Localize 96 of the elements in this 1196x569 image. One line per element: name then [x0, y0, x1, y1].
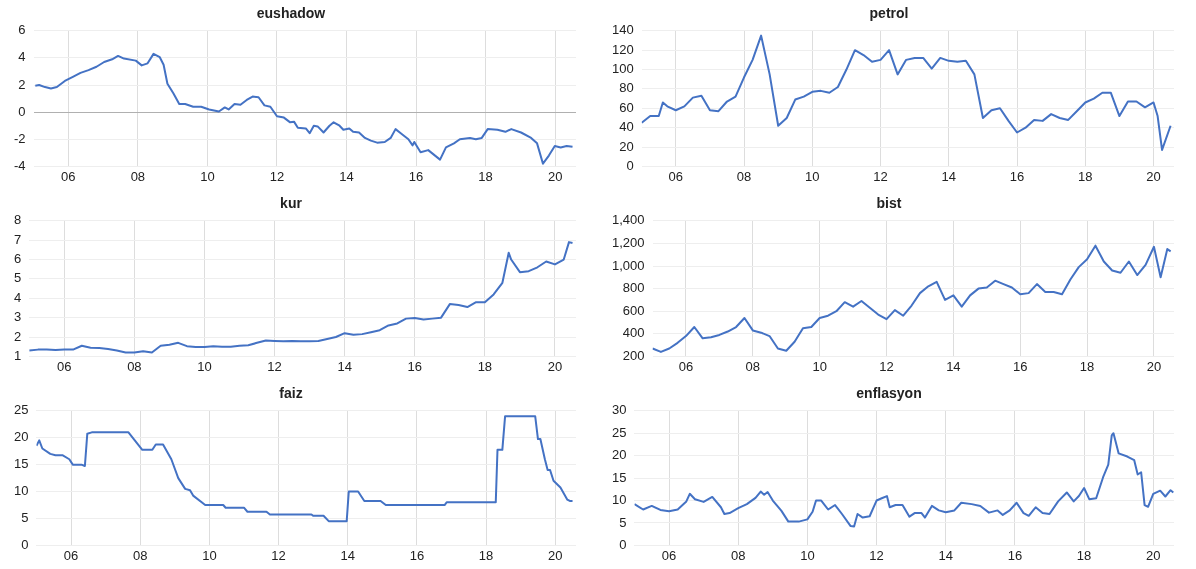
- y-tick-label: 25: [611, 424, 627, 440]
- y-tick-label: 1,000: [611, 257, 645, 273]
- x-tick-label: 10: [200, 168, 215, 184]
- y-tick-label: 3: [14, 309, 22, 325]
- x-tick-label: 08: [736, 168, 752, 184]
- y-tick-label: 2: [18, 76, 26, 92]
- x-tick-label: 12: [869, 547, 884, 563]
- x-tick-label: 14: [946, 358, 961, 374]
- y-tick-label: 4: [18, 49, 26, 65]
- x-tick-label: 08: [745, 358, 761, 374]
- y-tick-label: 4: [14, 289, 22, 305]
- y-tick-label: 5: [619, 514, 627, 530]
- x-tick-label: 06: [668, 168, 684, 184]
- y-tick-label: 5: [14, 270, 22, 286]
- y-tick-label: 600: [622, 302, 645, 318]
- x-tick-label: 08: [132, 547, 148, 563]
- x-tick-label: 20: [1146, 168, 1161, 184]
- y-tick-label: 0: [18, 103, 26, 119]
- x-tick-label: 12: [267, 358, 282, 374]
- y-tick-label: 15: [13, 456, 29, 472]
- y-tick-label: 100: [611, 61, 634, 77]
- x-tick-label: 06: [678, 358, 694, 374]
- x-tick-label: 20: [548, 547, 563, 563]
- y-tick-label: 80: [619, 80, 634, 96]
- x-tick-label: 14: [339, 168, 354, 184]
- x-tick-label: 16: [408, 168, 424, 184]
- x-tick-label: 18: [1076, 547, 1092, 563]
- y-tick-label: -4: [14, 157, 26, 173]
- x-tick-label: 12: [269, 168, 285, 184]
- x-tick-label: 16: [1013, 358, 1028, 374]
- x-tick-label: 10: [197, 358, 212, 374]
- x-tick-label: 10: [812, 358, 827, 374]
- x-tick-label: 14: [340, 547, 355, 563]
- x-tick-label: 18: [477, 358, 493, 374]
- chart-title: bist: [876, 195, 902, 212]
- x-tick-label: 12: [879, 358, 894, 374]
- y-tick-label: 40: [619, 119, 634, 135]
- y-tick-label: 10: [611, 492, 627, 508]
- y-tick-label: 800: [622, 280, 645, 296]
- x-tick-label: 06: [61, 168, 76, 184]
- y-tick-label: 2: [14, 328, 22, 344]
- y-tick-label: 1,400: [611, 212, 645, 228]
- chart-title: enflasyon: [856, 385, 922, 402]
- y-tick-label: 25: [13, 402, 29, 418]
- y-tick-label: 0: [21, 536, 29, 552]
- x-tick-label: 06: [57, 358, 72, 374]
- x-tick-label: 18: [478, 547, 494, 563]
- y-tick-label: 0: [619, 536, 627, 552]
- y-tick-label: 200: [622, 347, 645, 363]
- chart-title: faiz: [279, 385, 303, 402]
- y-tick-label: 20: [13, 429, 29, 445]
- chart-title: kur: [280, 195, 303, 212]
- x-tick-label: 18: [1079, 358, 1095, 374]
- y-tick-label: 30: [611, 402, 627, 418]
- y-tick-label: 6: [14, 251, 22, 267]
- x-tick-label: 08: [130, 168, 146, 184]
- x-tick-label: 20: [1146, 358, 1162, 374]
- x-tick-label: 06: [661, 547, 677, 563]
- x-tick-label: 16: [409, 547, 425, 563]
- x-tick-label: 14: [938, 547, 953, 563]
- x-tick-label: 12: [271, 547, 286, 563]
- x-tick-label: 08: [730, 547, 746, 563]
- x-tick-label: 06: [63, 547, 79, 563]
- x-tick-label: 10: [800, 547, 815, 563]
- x-tick-label: 16: [1009, 168, 1025, 184]
- x-tick-label: 18: [478, 168, 493, 184]
- y-tick-label: 15: [611, 469, 627, 485]
- y-tick-label: 60: [619, 99, 634, 115]
- x-tick-label: 10: [202, 547, 217, 563]
- x-tick-label: 20: [1146, 547, 1161, 563]
- y-tick-label: 0: [626, 157, 634, 173]
- x-tick-label: 14: [941, 168, 957, 184]
- chart-title: petrol: [869, 5, 909, 22]
- y-tick-label: 20: [619, 138, 634, 154]
- y-tick-label: 140: [611, 22, 634, 38]
- x-tick-label: 20: [547, 168, 563, 184]
- x-tick-label: 20: [547, 358, 563, 374]
- y-tick-label: 10: [13, 483, 29, 499]
- y-tick-label: 7: [14, 231, 22, 247]
- y-tick-label: 5: [21, 510, 29, 526]
- x-tick-label: 12: [873, 168, 888, 184]
- x-tick-label: 16: [1007, 547, 1023, 563]
- y-tick-label: 400: [622, 325, 645, 341]
- y-tick-label: 8: [14, 212, 22, 228]
- x-tick-label: 08: [127, 358, 142, 374]
- y-tick-label: 20: [611, 447, 627, 463]
- x-tick-label: 18: [1078, 168, 1093, 184]
- y-tick-label: 1,200: [611, 234, 645, 250]
- y-tick-label: -2: [14, 130, 26, 146]
- x-tick-label: 10: [805, 168, 820, 184]
- x-tick-label: 16: [407, 358, 423, 374]
- y-tick-label: 120: [611, 41, 634, 57]
- y-tick-label: 6: [18, 22, 26, 38]
- y-tick-label: 1: [14, 347, 22, 363]
- chart-title: eushadow: [256, 5, 326, 22]
- x-tick-label: 14: [337, 358, 352, 374]
